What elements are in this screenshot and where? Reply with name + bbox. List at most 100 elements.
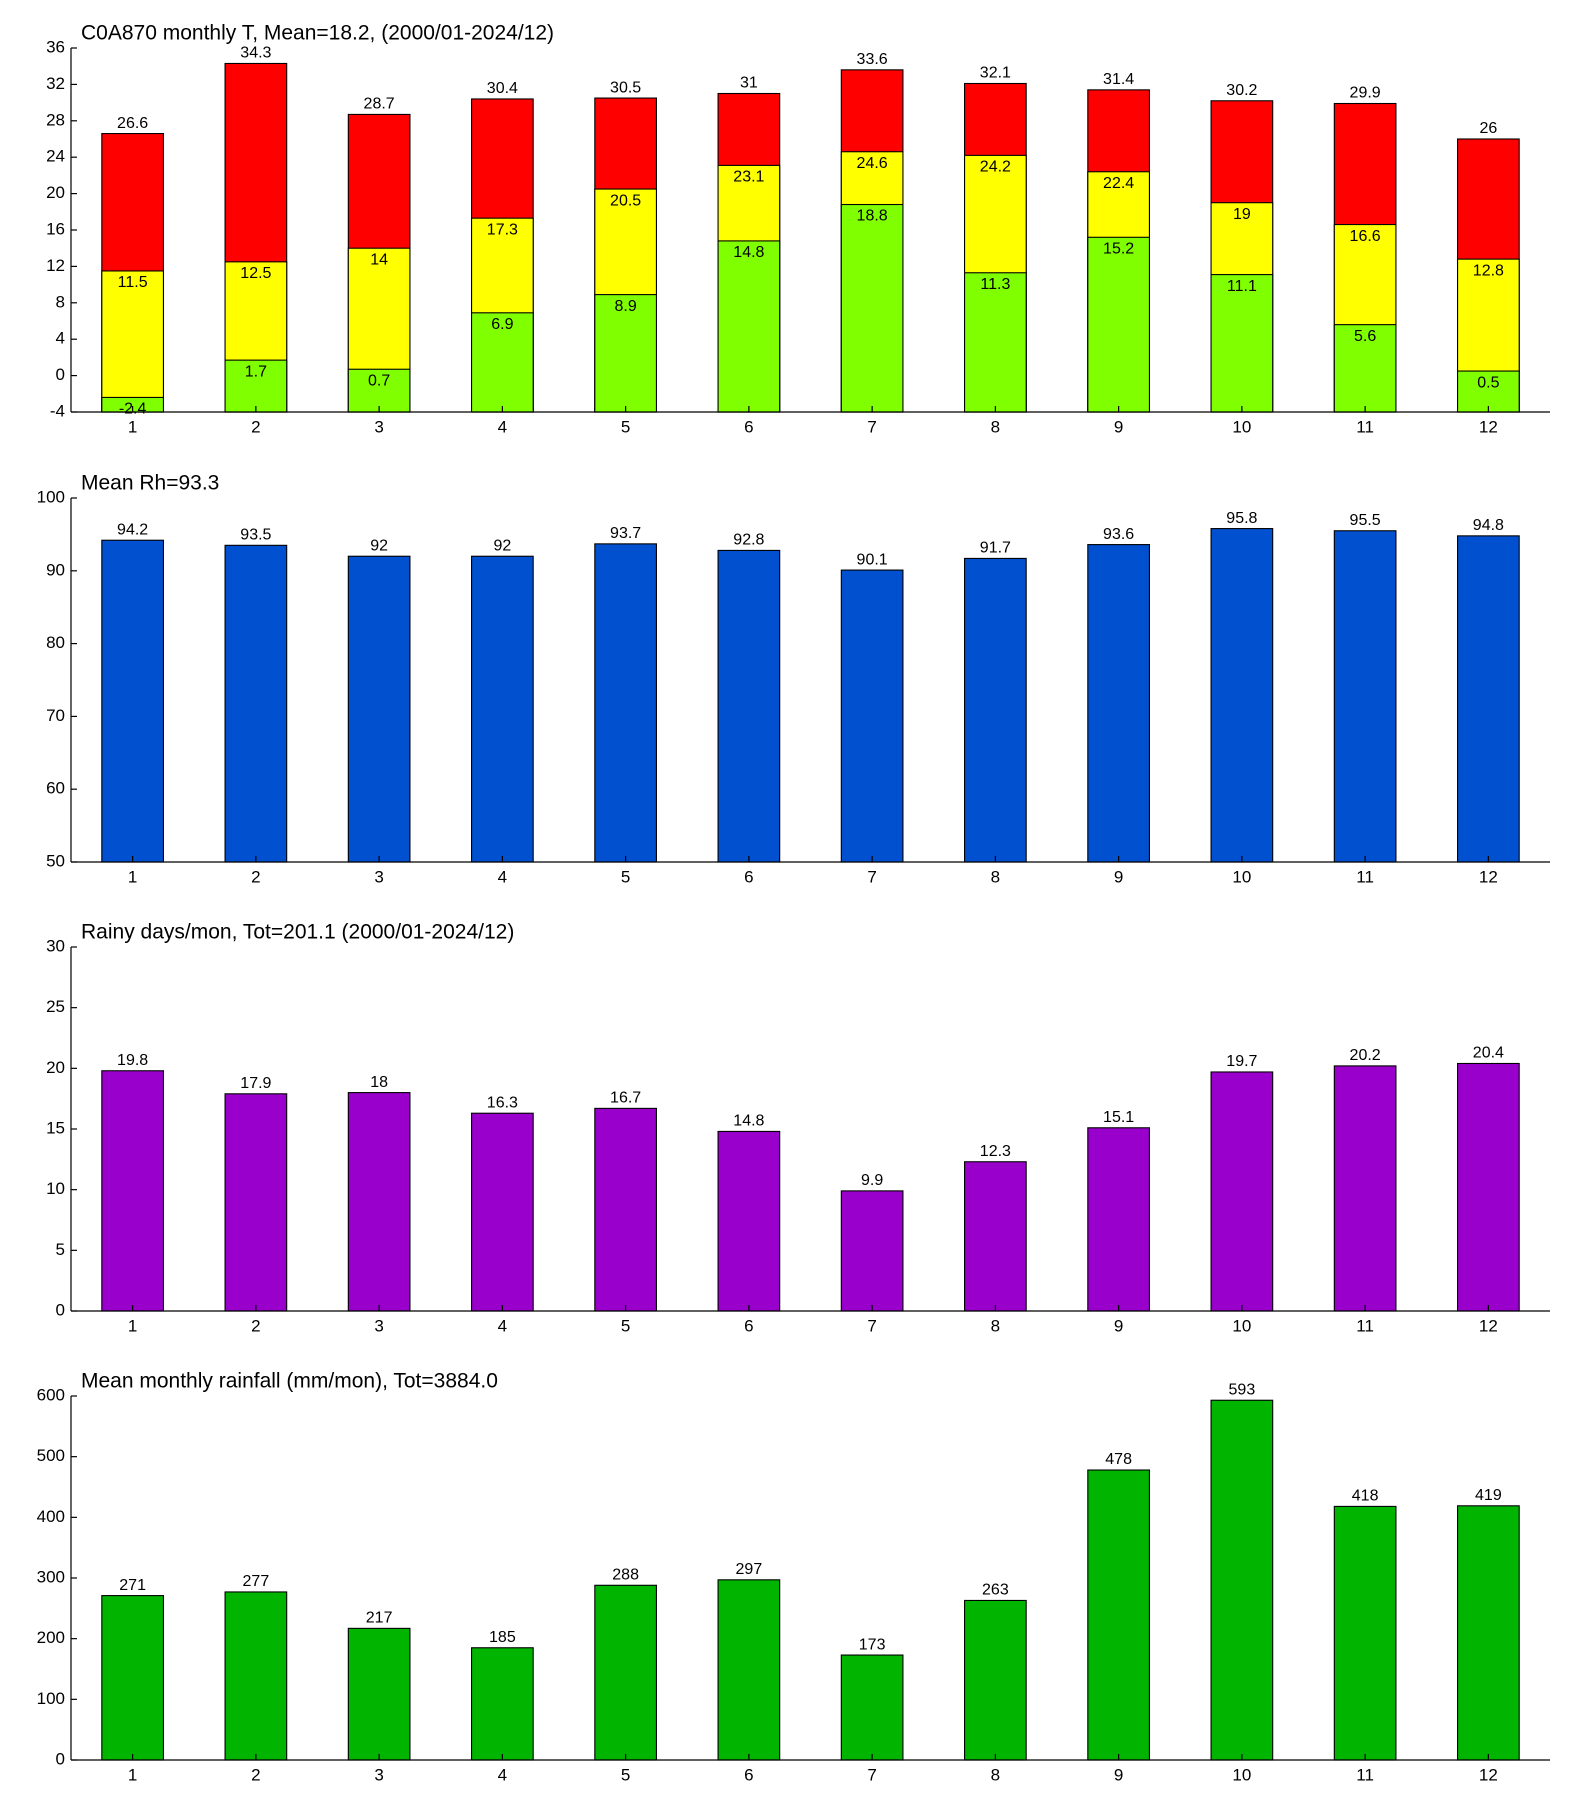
- y-tick-label: 20: [46, 1058, 65, 1077]
- y-tick-label: 300: [37, 1567, 65, 1586]
- chart-title: Rainy days/mon, Tot=201.1 (2000/01-2024/…: [81, 921, 514, 944]
- value-label: 17.9: [240, 1075, 271, 1092]
- bar: [1333, 1505, 1397, 1761]
- x-tick-label: 1: [128, 1316, 137, 1335]
- value-label: 92: [370, 537, 388, 554]
- bar: [101, 270, 164, 413]
- x-tick-label: 2: [251, 1316, 260, 1335]
- bar: [471, 1647, 534, 1761]
- x-tick-label: 4: [498, 1316, 507, 1335]
- value-label: 30.5: [610, 79, 641, 96]
- y-tick-label: 24: [46, 147, 65, 166]
- value-label: 15.1: [1103, 1109, 1134, 1126]
- y-tick-label: 400: [37, 1507, 65, 1526]
- bar: [840, 203, 904, 413]
- value-label: 95.8: [1226, 510, 1257, 527]
- value-label: 26.6: [117, 115, 148, 132]
- y-tick-label: 20: [46, 183, 65, 202]
- bar: [594, 1107, 657, 1312]
- x-tick-label: 11: [1356, 867, 1374, 886]
- value-label: 20.4: [1473, 1045, 1504, 1062]
- bar: [1333, 530, 1397, 863]
- x-tick-label: 9: [1114, 1765, 1123, 1784]
- bar: [840, 569, 904, 863]
- chart-title: C0A870 monthly T, Mean=18.2, (2000/01-20…: [81, 22, 554, 45]
- value-label: 6.9: [491, 316, 513, 333]
- value-label: 24.6: [857, 155, 888, 172]
- value-label: 14.8: [733, 1113, 764, 1130]
- x-tick-label: 2: [251, 417, 260, 436]
- value-label: 12.5: [240, 265, 271, 282]
- value-label: 31: [740, 75, 758, 92]
- chart-panel: Rainy days/mon, Tot=201.1 (2000/01-2024/…: [46, 921, 1550, 1335]
- x-tick-label: 3: [374, 1316, 383, 1335]
- bar: [101, 539, 164, 863]
- bar: [224, 544, 288, 863]
- bar: [224, 1591, 288, 1761]
- y-tick-label: 90: [46, 560, 65, 579]
- value-label: 288: [612, 1566, 639, 1583]
- value-label: 12.8: [1473, 262, 1504, 279]
- bar: [471, 1112, 534, 1312]
- y-tick-label: 100: [37, 1689, 65, 1708]
- y-tick-label: 100: [37, 487, 65, 506]
- value-label: 95.5: [1350, 512, 1381, 529]
- value-label: 34.3: [240, 45, 271, 62]
- bar: [101, 1070, 164, 1312]
- value-label: 23.1: [733, 169, 764, 186]
- x-tick-label: 12: [1479, 417, 1498, 436]
- bar: [717, 1579, 781, 1761]
- value-label: 0.5: [1477, 374, 1499, 391]
- x-tick-label: 7: [867, 417, 876, 436]
- x-tick-label: 7: [867, 1316, 876, 1335]
- bar: [1457, 370, 1520, 413]
- bar: [347, 1627, 411, 1761]
- y-tick-label: 50: [46, 851, 65, 870]
- x-tick-label: 4: [498, 417, 507, 436]
- x-tick-label: 2: [251, 867, 260, 886]
- value-label: 19: [1233, 206, 1251, 223]
- bar: [594, 1584, 657, 1761]
- y-tick-label: 0: [56, 1749, 65, 1768]
- value-label: 24.2: [980, 159, 1011, 176]
- value-label: 11.3: [980, 276, 1010, 293]
- value-label: 15.2: [1103, 240, 1134, 257]
- y-tick-label: 32: [46, 74, 65, 93]
- value-label: 19.8: [117, 1052, 148, 1069]
- value-label: 11.5: [118, 274, 148, 291]
- value-label: 92.8: [733, 532, 764, 549]
- x-tick-label: 12: [1479, 1316, 1498, 1335]
- value-label: 91.7: [980, 540, 1011, 557]
- value-label: 5.6: [1354, 328, 1376, 345]
- y-tick-label: 200: [37, 1628, 65, 1647]
- x-tick-label: 12: [1479, 1765, 1498, 1784]
- bar: [717, 240, 781, 413]
- y-tick-label: 28: [46, 110, 65, 129]
- value-label: 94.2: [117, 521, 148, 538]
- x-tick-label: 6: [744, 1316, 753, 1335]
- value-label: 14: [370, 251, 388, 268]
- value-label: 0.7: [368, 372, 390, 389]
- bar: [1210, 1071, 1274, 1312]
- value-label: 30.4: [487, 80, 518, 97]
- bar: [1087, 544, 1150, 863]
- value-label: 173: [859, 1636, 886, 1653]
- x-tick-label: 10: [1232, 867, 1251, 886]
- value-label: 271: [119, 1577, 146, 1594]
- y-tick-label: 12: [46, 256, 65, 275]
- bar: [347, 1092, 411, 1312]
- value-label: 297: [736, 1561, 763, 1578]
- bar: [840, 1190, 904, 1312]
- y-tick-label: 80: [46, 633, 65, 652]
- value-label: 20.2: [1350, 1047, 1381, 1064]
- value-label: 14.8: [733, 244, 764, 261]
- value-label: 478: [1105, 1451, 1132, 1468]
- x-tick-label: 3: [374, 1765, 383, 1784]
- bar: [594, 543, 657, 863]
- bar: [594, 294, 657, 413]
- bar: [964, 272, 1027, 413]
- x-tick-label: 8: [991, 1316, 1000, 1335]
- x-tick-label: 5: [621, 1316, 630, 1335]
- bar: [347, 555, 411, 863]
